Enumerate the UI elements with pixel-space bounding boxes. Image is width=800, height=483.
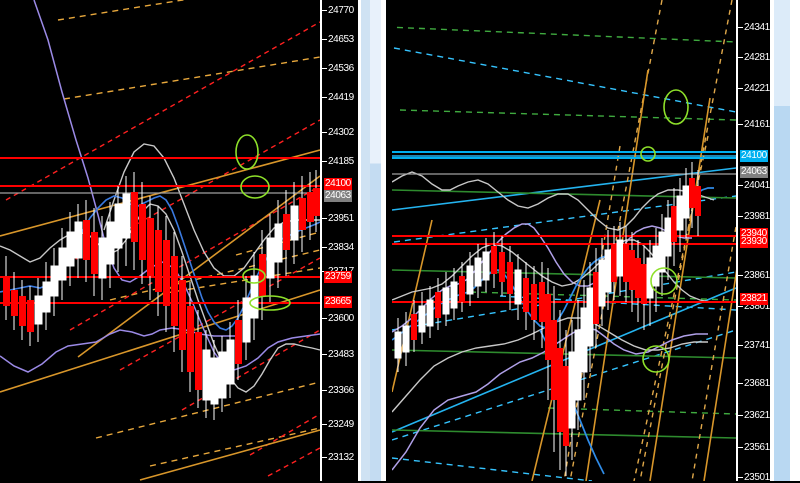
divider-gap [386, 0, 392, 481]
price-tag-level[interactable]: 23665 [324, 296, 352, 308]
left-dashed-orange-trendlines [57, 0, 321, 467]
scrollbar-edge [790, 0, 800, 481]
left-price-axis[interactable]: 24770 24653 24536 24419 24302 24185 2395… [320, 0, 358, 481]
right-ma-slow-white-bottom [392, 317, 708, 413]
divider-scroll-thumb[interactable] [370, 0, 381, 481]
left-chart-svg [0, 0, 321, 481]
right-price-axis[interactable]: 24341 24281 24221 24161 24041 23981 2386… [736, 0, 770, 483]
divider-track-left[interactable] [361, 0, 370, 481]
right-chart-pane[interactable] [392, 0, 770, 481]
price-tag-marker[interactable]: 24063 [324, 190, 352, 202]
right-ma-long-purple-lower [392, 327, 708, 471]
price-tag-current[interactable]: 24100 [740, 150, 768, 162]
left-solid-orange-trendlines [0, 149, 321, 481]
price-tag-level[interactable]: 23821 [740, 293, 768, 305]
price-tag-marker[interactable]: 24063 [740, 166, 768, 178]
left-candlesticks [3, 170, 320, 420]
left-chart-plot-area[interactable] [0, 0, 358, 481]
vertical-scrollbar[interactable] [770, 0, 800, 481]
right-chart-plot-area[interactable] [392, 0, 770, 481]
pane-divider-scrollbar[interactable] [358, 0, 392, 481]
right-dashed-green-trendlines [392, 26, 737, 415]
scrollbar-thumb[interactable] [774, 0, 790, 481]
right-chart-svg [392, 0, 770, 481]
price-tag-level[interactable]: 23759 [324, 271, 352, 283]
right-horizontal-price-lines [392, 151, 736, 303]
left-axis-line [320, 0, 322, 481]
divider-edge [384, 0, 386, 481]
price-tag-current[interactable]: 24100 [324, 178, 352, 190]
left-chart-pane[interactable] [0, 0, 358, 481]
right-candlesticks [394, 162, 701, 476]
right-ma-slow-white-upper [392, 171, 715, 231]
left-annotation-ellipses [235, 134, 291, 311]
right-axis-line [736, 0, 738, 481]
price-tag-level[interactable]: 23930 [740, 236, 768, 248]
right-annotation-ellipses [640, 89, 689, 373]
right-solid-orange-trendlines [392, 69, 761, 481]
